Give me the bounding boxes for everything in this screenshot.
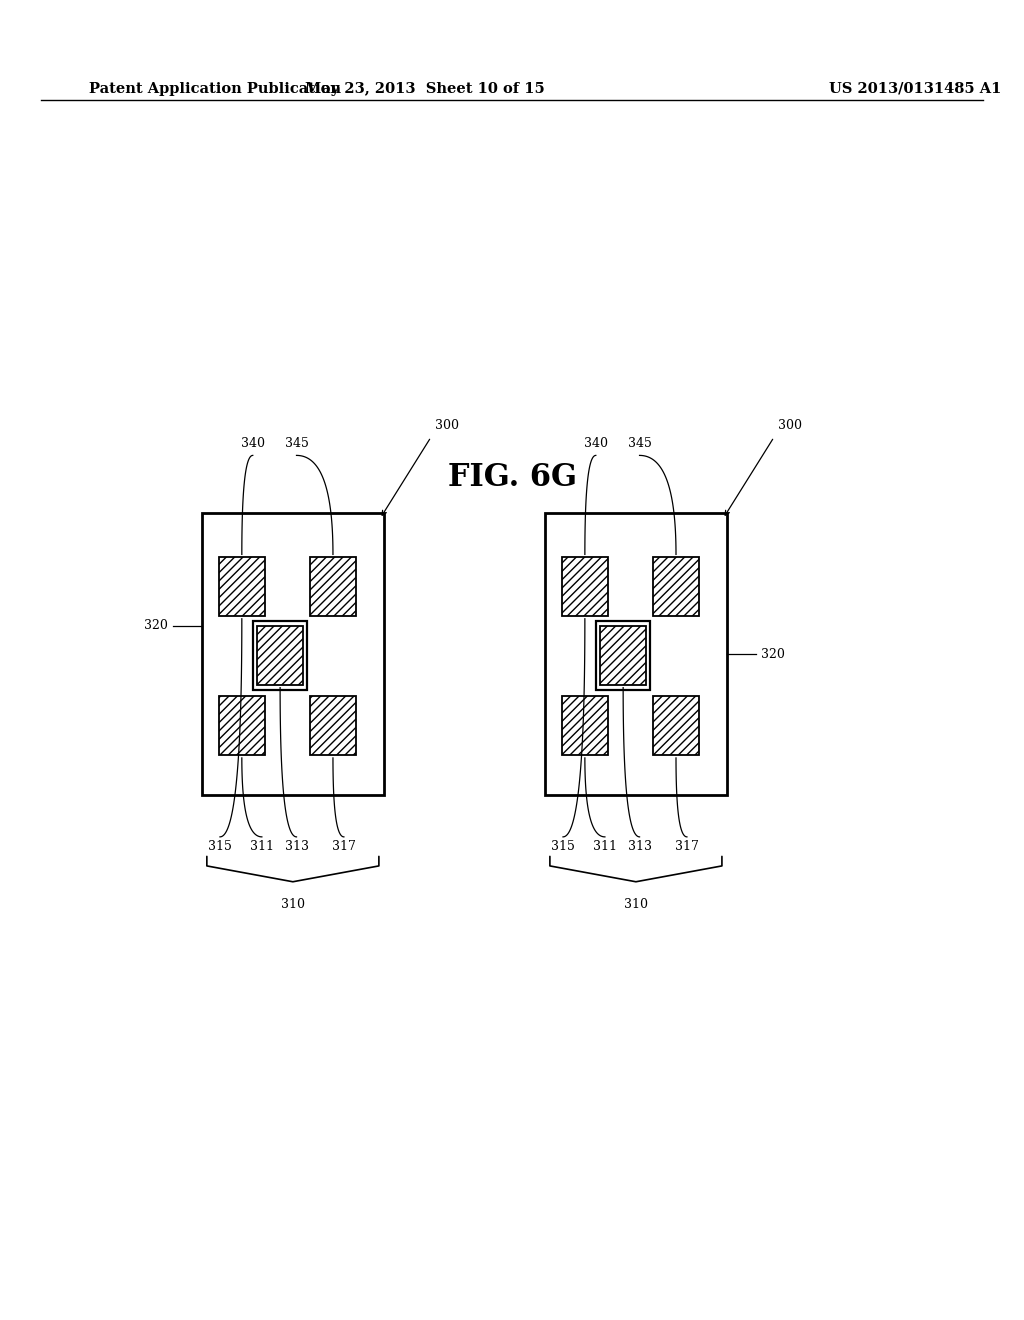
Bar	[257, 626, 303, 685]
Text: 345: 345	[285, 437, 308, 450]
Text: 317: 317	[332, 840, 355, 853]
Bar	[561, 557, 608, 616]
Text: 320: 320	[761, 648, 784, 660]
Text: 345: 345	[628, 437, 651, 450]
Text: May 23, 2013  Sheet 10 of 15: May 23, 2013 Sheet 10 of 15	[305, 82, 545, 96]
Text: 313: 313	[628, 840, 651, 853]
Text: 310: 310	[624, 898, 648, 911]
Bar	[652, 696, 699, 755]
Text: 300: 300	[435, 418, 459, 432]
Bar	[596, 620, 650, 690]
Bar	[652, 557, 699, 616]
Bar	[600, 626, 646, 685]
Text: 300: 300	[778, 418, 802, 432]
Bar	[309, 557, 356, 616]
Text: US 2013/0131485 A1: US 2013/0131485 A1	[829, 82, 1001, 96]
Bar	[545, 513, 727, 795]
Bar	[218, 696, 265, 755]
Bar	[309, 696, 356, 755]
Text: 310: 310	[281, 898, 305, 911]
Bar	[202, 513, 384, 795]
Text: 311: 311	[593, 840, 616, 853]
Text: 313: 313	[285, 840, 308, 853]
Bar	[561, 696, 608, 755]
Text: 311: 311	[250, 840, 273, 853]
Text: 317: 317	[675, 840, 698, 853]
Text: 340: 340	[241, 437, 265, 450]
Bar	[218, 557, 265, 616]
Text: Patent Application Publication: Patent Application Publication	[89, 82, 341, 96]
Bar	[253, 620, 307, 690]
Text: 340: 340	[584, 437, 608, 450]
Text: 320: 320	[144, 619, 168, 632]
Text: 315: 315	[551, 840, 574, 853]
Text: 315: 315	[208, 840, 231, 853]
Text: FIG. 6G: FIG. 6G	[447, 462, 577, 494]
